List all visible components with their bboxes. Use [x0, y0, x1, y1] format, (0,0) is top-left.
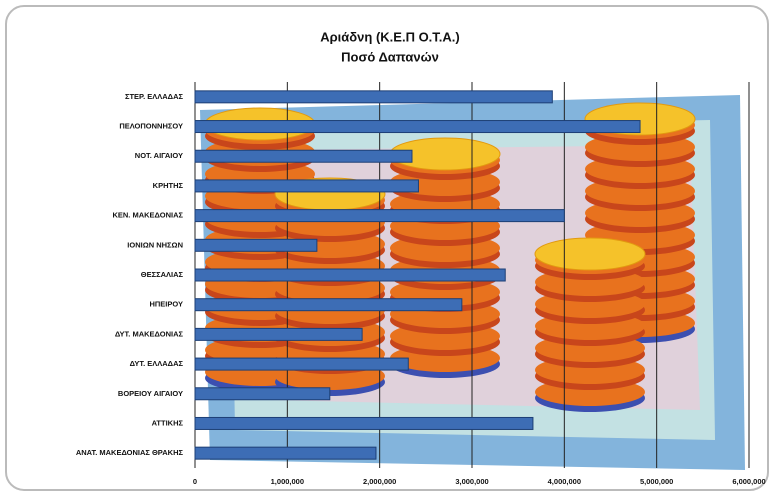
x-tick-label: 4,000,000 [548, 477, 581, 486]
bar [194, 179, 419, 193]
x-tick-label: 5,000,000 [640, 477, 673, 486]
y-tick-label: ΑΝΑΤ. ΜΑΚΕΔΟΝΙΑΣ ΘΡΑΚΗΣ [76, 448, 184, 457]
y-tick-label: ΚΕΝ. ΜΑΚΕΔΟΝΙΑΣ [112, 211, 183, 220]
y-tick-label: ΗΠΕΙΡΟΥ [149, 300, 183, 309]
bar [194, 120, 641, 134]
y-tick-label: ΚΡΗΤΗΣ [153, 181, 184, 190]
y-tick-label: ΣΤΕΡ. ΕΛΛΑΔΑΣ [125, 92, 184, 101]
x-tick-label: 1,000,000 [271, 477, 304, 486]
bar [194, 238, 318, 252]
y-tick-label: ΔΥΤ. ΕΛΛΑΔΑΣ [130, 359, 184, 368]
x-tick-label: 3,000,000 [455, 477, 488, 486]
y-tick-label: ΘΕΣΣΑΛΙΑΣ [141, 270, 184, 279]
bar [194, 357, 409, 371]
y-tick-label: ΑΤΤΙΚΗΣ [152, 418, 184, 427]
chart-title: Αριάδνη (Κ.Ε.Π Ο.Τ.Α.) [320, 29, 460, 44]
bar [194, 149, 413, 163]
y-tick-label: ΙΟΝΙΩΝ ΝΗΣΩΝ [127, 240, 183, 249]
y-tick-label: ΒΟΡΕΙΟΥ ΑΙΓΑΙΟΥ [118, 389, 183, 398]
bar [194, 209, 565, 223]
y-tick-label: ΔΥΤ. ΜΑΚΕΔΟΝΙΑΣ [115, 329, 184, 338]
x-tick-label: 2,000,000 [363, 477, 396, 486]
y-tick-label: ΠΕΛΟΠΟΝΝΗΣΟΥ [119, 122, 183, 131]
x-tick-label: 0 [193, 477, 197, 486]
bar [194, 90, 553, 104]
y-tick-label: ΝΟΤ. ΑΙΓΑΙΟΥ [135, 151, 183, 160]
bar [194, 327, 363, 341]
bar [194, 446, 377, 460]
bar [194, 416, 534, 430]
bar [194, 387, 331, 401]
chart-subtitle: Ποσό Δαπανών [341, 49, 439, 64]
x-tick-label: 6,000,000 [732, 477, 765, 486]
coin-top [534, 237, 646, 271]
bar [194, 298, 463, 312]
bar [194, 268, 506, 282]
